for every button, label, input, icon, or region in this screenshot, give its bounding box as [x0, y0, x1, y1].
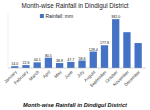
bar	[123, 32, 130, 68]
data-labels: 14.0 22.6 44.1 80.5 38.8 47.7 58.6 128.4177.8 38…	[11, 15, 120, 66]
bar	[22, 65, 29, 68]
x-tick-label: February	[13, 69, 30, 86]
data-label: 44.1	[34, 58, 41, 62]
bar	[34, 62, 41, 68]
data-label: 38.8	[56, 59, 63, 63]
x-tick-label: June	[64, 69, 75, 80]
legend-swatch	[40, 14, 44, 18]
data-label: 47.7	[67, 58, 74, 62]
data-label: 177.8	[100, 41, 109, 45]
bar	[90, 52, 97, 68]
data-label: 382.0	[111, 15, 120, 19]
bar	[67, 62, 74, 68]
x-axis-line	[8, 68, 146, 69]
x-tick-label: December	[123, 69, 141, 87]
data-label: 22.6	[22, 61, 29, 65]
x-tick-label: April	[42, 69, 52, 79]
bar	[56, 63, 63, 68]
bar	[11, 66, 18, 68]
y-range-line	[8, 13, 9, 68]
caption: Month-wise Rainfall in Dindigul District	[23, 102, 128, 108]
bars	[11, 19, 142, 68]
bar	[45, 58, 52, 68]
chart: Month-wise Rainfall in Dindigul District…	[0, 0, 150, 110]
legend: Rainfall: mm	[40, 13, 73, 19]
bar	[135, 43, 142, 68]
data-label: 58.6	[79, 57, 86, 61]
x-tick-label: March	[28, 69, 41, 82]
data-label: 128.4	[89, 48, 98, 52]
bar	[78, 61, 85, 68]
data-label: 14.0	[11, 62, 18, 66]
chart-container: Month-wise Rainfall in Dindigul District…	[0, 0, 150, 110]
title: Month-wise Rainfall in Dindigul District	[21, 2, 128, 10]
data-label: 80.5	[45, 54, 52, 58]
legend-label: Rainfall: mm	[45, 13, 73, 19]
x-tick-label: May	[53, 69, 63, 79]
bar	[101, 45, 108, 68]
bar	[112, 19, 119, 68]
